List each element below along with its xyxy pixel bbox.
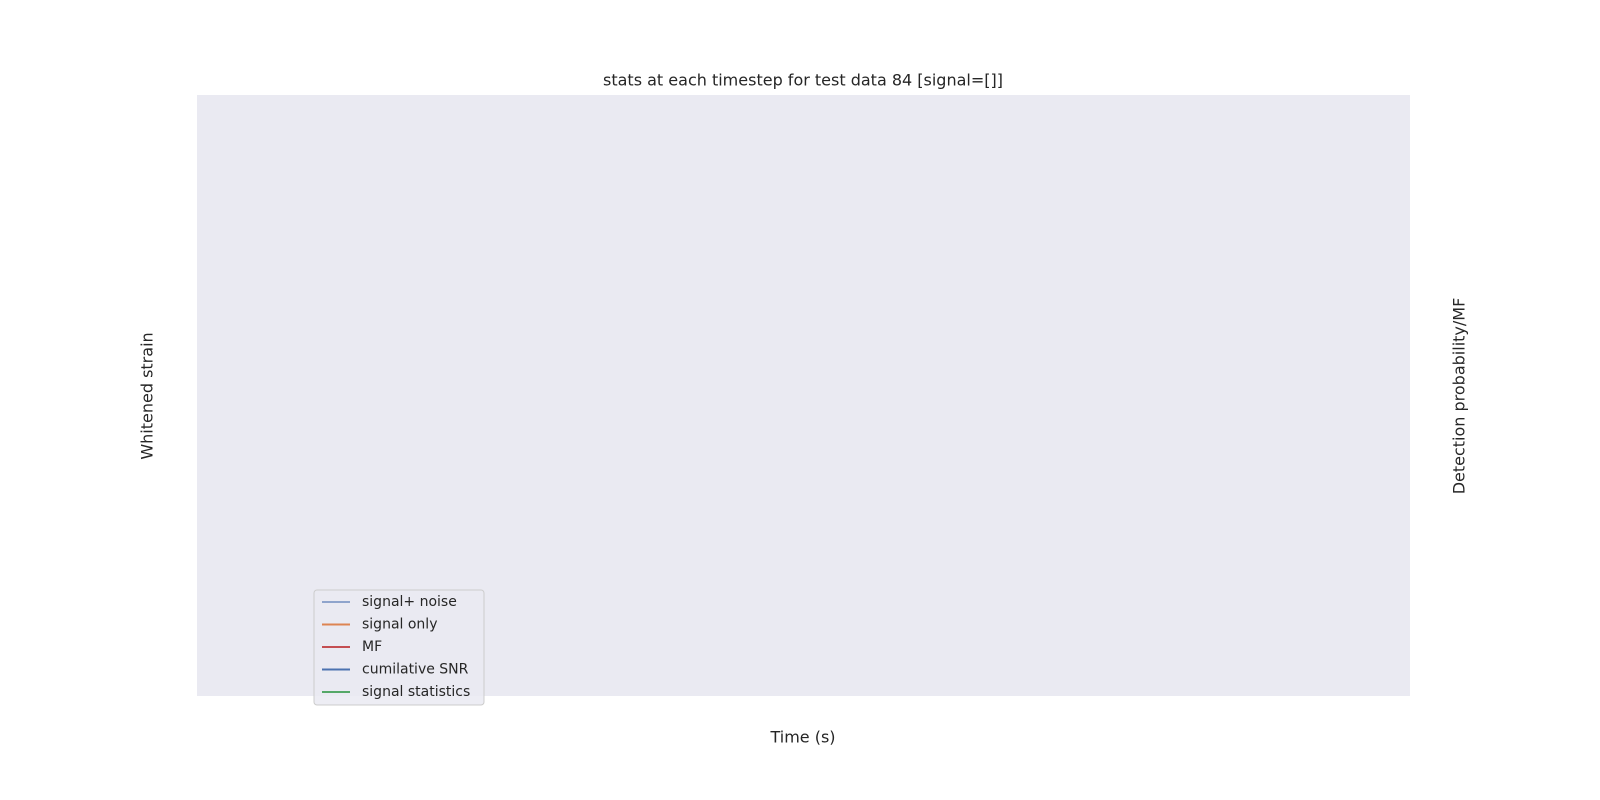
chart-title: stats at each timestep for test data 84 … — [603, 71, 1003, 90]
legend-label: MF — [362, 639, 382, 655]
legend-label: signal only — [362, 617, 437, 633]
y-axis-label: Whitened strain — [138, 332, 157, 459]
legend-box — [313, 589, 485, 706]
legend-label: signal+ noise — [362, 594, 457, 610]
y2-axis-label: Detection probability/MF — [1450, 298, 1469, 495]
legend-label: cumilative SNR — [362, 662, 469, 678]
legend-label: signal statistics — [362, 684, 470, 700]
x-axis-label: Time (s) — [769, 728, 835, 747]
